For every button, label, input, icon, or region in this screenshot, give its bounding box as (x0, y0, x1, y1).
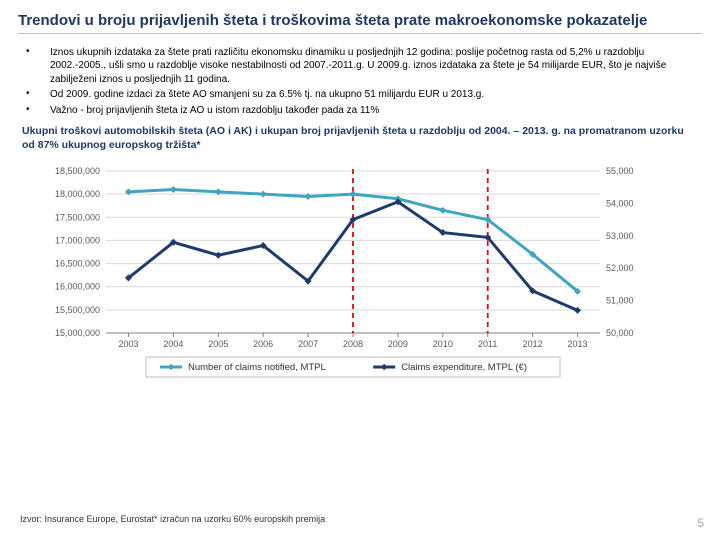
svg-text:18,500,000: 18,500,000 (55, 166, 100, 176)
svg-text:15,000,000: 15,000,000 (55, 328, 100, 338)
svg-text:Number of claims notified, MTP: Number of claims notified, MTPL (188, 362, 326, 373)
svg-text:2008: 2008 (343, 339, 363, 349)
svg-text:2007: 2007 (298, 339, 318, 349)
svg-text:2013: 2013 (568, 339, 588, 349)
svg-text:16,500,000: 16,500,000 (55, 258, 100, 268)
svg-text:Claims expenditure, MTPL (€): Claims expenditure, MTPL (€) (401, 362, 527, 373)
chart-container: 15,000,000 15,500,000 16,000,000 16,500,000… (48, 159, 692, 389)
bullet-list: • Iznos ukupnih izdataka za štete prati … (26, 46, 702, 118)
svg-text:17,000,000: 17,000,000 (55, 235, 100, 245)
page-title: Trendovi u broju prijavljenih šteta i tr… (18, 12, 702, 34)
chart-subtitle: Ukupni troškovi automobilskih šteta (AO … (22, 125, 698, 152)
bullet-text: Iznos ukupnih izdataka za štete prati ra… (50, 46, 702, 87)
bullet-text: Od 2009. godine izdaci za štete AO smanj… (50, 88, 702, 102)
svg-text:53,000: 53,000 (606, 230, 634, 240)
bullet-marker: • (26, 104, 50, 118)
svg-text:2012: 2012 (523, 339, 543, 349)
svg-text:18,000,000: 18,000,000 (55, 189, 100, 199)
svg-text:2010: 2010 (433, 339, 453, 349)
svg-text:17,500,000: 17,500,000 (55, 212, 100, 222)
bullet-item: • Od 2009. godine izdaci za štete AO sma… (26, 88, 702, 102)
svg-text:2006: 2006 (253, 339, 273, 349)
bullet-text: Važno - broj prijavljenih šteta iz AO u … (50, 104, 702, 118)
bullet-item: • Važno - broj prijavljenih šteta iz AO … (26, 104, 702, 118)
svg-text:51,000: 51,000 (606, 295, 634, 305)
bullet-item: • Iznos ukupnih izdataka za štete prati … (26, 46, 702, 87)
svg-text:55,000: 55,000 (606, 166, 634, 176)
bullet-marker: • (26, 46, 50, 87)
svg-text:52,000: 52,000 (606, 263, 634, 273)
svg-text:15,500,000: 15,500,000 (55, 304, 100, 314)
svg-text:16,000,000: 16,000,000 (55, 281, 100, 291)
svg-text:50,000: 50,000 (606, 328, 634, 338)
svg-text:2003: 2003 (118, 339, 138, 349)
svg-text:2009: 2009 (388, 339, 408, 349)
svg-text:2011: 2011 (478, 339, 497, 349)
page-number: 5 (697, 516, 704, 530)
line-chart: 15,000,000 15,500,000 16,000,000 16,500,000… (48, 159, 648, 389)
bullet-marker: • (26, 88, 50, 102)
svg-text:2005: 2005 (208, 339, 228, 349)
footer-source: Izvor: Insurance Europe, Eurostat* izrač… (20, 514, 325, 524)
svg-text:2004: 2004 (163, 339, 183, 349)
svg-text:54,000: 54,000 (606, 198, 634, 208)
